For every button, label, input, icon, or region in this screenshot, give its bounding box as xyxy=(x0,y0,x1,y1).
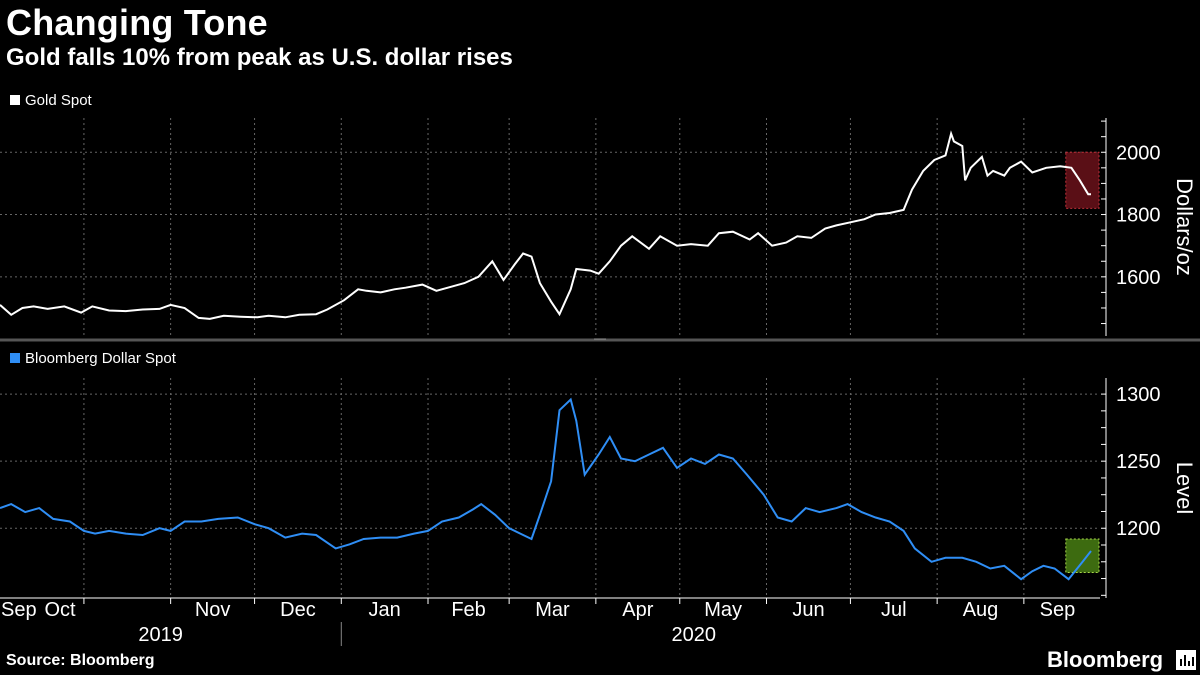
x-month-label: Feb xyxy=(451,599,485,621)
bloomberg-logo: Bloomberg xyxy=(1047,647,1164,672)
y-tick-label: 1300 xyxy=(1116,384,1161,406)
x-month-label: Apr xyxy=(622,599,653,621)
x-month-label: Jul xyxy=(881,599,907,621)
x-year-label: 2020 xyxy=(672,624,717,646)
x-month-label: Jun xyxy=(792,599,824,621)
x-month-label: Nov xyxy=(195,599,231,621)
x-month-label: May xyxy=(704,599,742,621)
y-tick-label: 1250 xyxy=(1116,451,1161,473)
dollar-spot-line xyxy=(0,397,1092,581)
bloomberg-chart-icon xyxy=(1176,650,1196,670)
chart-title: Changing Tone xyxy=(6,2,268,43)
x-month-label: Oct xyxy=(44,599,76,621)
x-year-label: 2019 xyxy=(138,624,183,646)
chart-subtitle: Gold falls 10% from peak as U.S. dollar … xyxy=(6,44,513,71)
x-month-label: Mar xyxy=(535,599,570,621)
dollar-y-axis-label: Level xyxy=(1172,462,1197,515)
y-tick-label: 2000 xyxy=(1116,142,1161,164)
gold-y-axis: 1600 1800 2000 xyxy=(1101,118,1161,336)
gold-spot-line xyxy=(0,130,1091,320)
y-tick-label: 1800 xyxy=(1116,205,1161,227)
dollar-y-axis: 1200 1250 1300 xyxy=(1101,378,1161,598)
x-axis: Sep Oct Nov Dec Jan Feb Mar Apr May Jun Jul Aug Sep 2… xyxy=(0,597,1100,646)
y-tick-label: 1200 xyxy=(1116,518,1161,540)
dollar-legend-swatch xyxy=(10,353,20,363)
x-month-label: Aug xyxy=(963,599,999,621)
dollar-panel-grid xyxy=(0,378,1100,598)
x-month-label: Dec xyxy=(280,599,316,621)
gold-panel-grid xyxy=(0,118,1100,336)
dollar-highlight-box xyxy=(1065,538,1100,574)
gold-legend-label: Gold Spot xyxy=(25,92,93,109)
y-tick-label: 1600 xyxy=(1116,267,1161,289)
gold-y-axis-label: Dollars/oz xyxy=(1172,178,1197,276)
source-note: Source: Bloomberg xyxy=(6,652,155,669)
dollar-legend-label: Bloomberg Dollar Spot xyxy=(25,350,177,367)
x-month-label: Sep xyxy=(1,599,37,621)
x-month-label: Jan xyxy=(369,599,401,621)
gold-legend-swatch xyxy=(10,95,20,105)
gold-highlight-box xyxy=(1065,151,1100,209)
x-month-label: Sep xyxy=(1040,599,1076,621)
